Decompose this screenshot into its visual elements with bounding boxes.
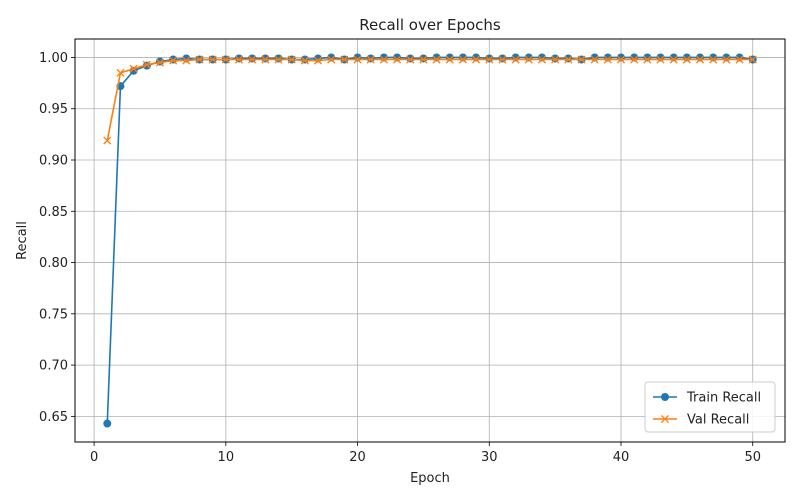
- data-point: [445, 55, 454, 64]
- legend-label: Train Recall: [686, 391, 761, 406]
- data-point: [313, 56, 323, 65]
- data-point: [366, 55, 375, 64]
- plot-frame: [74, 38, 786, 443]
- data-point: [709, 55, 718, 64]
- data-point: [577, 55, 586, 64]
- data-point: [590, 55, 599, 64]
- data-point: [603, 55, 612, 64]
- data-point: [669, 55, 678, 64]
- data-point: [722, 55, 731, 64]
- legend-marker: [660, 414, 670, 424]
- y-tick-label: 0.85: [39, 205, 68, 220]
- x-tick-label: 30: [481, 450, 498, 465]
- legend-marker: [661, 393, 669, 401]
- data-point: [537, 55, 547, 64]
- data-point: [116, 68, 125, 77]
- data-point: [406, 54, 415, 63]
- data-point: [498, 54, 507, 63]
- data-point: [432, 55, 441, 64]
- y-tick-label: 0.70: [39, 359, 68, 374]
- data-point: [419, 55, 428, 64]
- y-tick-label: 1.00: [39, 51, 68, 66]
- data-point: [300, 55, 309, 64]
- data-point: [498, 55, 507, 64]
- data-point: [234, 55, 244, 64]
- data-point: [142, 60, 151, 69]
- x-tick-label: 50: [744, 450, 761, 465]
- data-point: [327, 55, 336, 64]
- x-tick-label: 40: [613, 450, 630, 465]
- data-point: [261, 54, 270, 63]
- x-tick-label: 0: [90, 450, 98, 465]
- legend-label: Val Recall: [687, 413, 749, 428]
- data-point: [406, 55, 415, 64]
- data-point: [103, 419, 112, 428]
- data-point: [551, 54, 560, 63]
- data-point: [458, 55, 467, 64]
- data-point: [248, 54, 257, 63]
- data-point: [630, 55, 639, 64]
- data-point: [656, 55, 665, 64]
- y-tick-label: 0.90: [39, 154, 68, 169]
- data-point: [695, 55, 705, 64]
- series-val-recall: [103, 55, 757, 145]
- data-point: [287, 55, 296, 64]
- x-axis-label: Epoch: [410, 471, 450, 486]
- data-point: [221, 55, 230, 64]
- data-point: [564, 54, 573, 63]
- y-tick-label: 0.80: [39, 256, 68, 271]
- data-point: [524, 55, 533, 64]
- data-point: [682, 55, 691, 64]
- data-point: [485, 55, 494, 64]
- series-line: [106, 58, 753, 141]
- y-axis-label: Recall: [15, 221, 30, 260]
- data-point: [300, 56, 309, 65]
- data-point: [248, 55, 257, 64]
- series-layer: [103, 53, 757, 428]
- data-point: [419, 54, 428, 63]
- data-point: [169, 55, 178, 64]
- data-point: [103, 136, 112, 145]
- legend-item: Val Recall: [653, 413, 749, 428]
- y-tick-label: 0.75: [39, 307, 68, 322]
- data-point: [616, 55, 626, 64]
- data-point: [234, 54, 243, 63]
- data-point: [195, 55, 204, 64]
- legend-item: Train Recall: [653, 391, 761, 406]
- data-point: [182, 56, 191, 65]
- data-point: [274, 55, 283, 64]
- data-point: [155, 58, 165, 67]
- data-point: [643, 55, 652, 64]
- data-point: [169, 56, 178, 65]
- legend-box: [644, 381, 776, 433]
- data-point: [261, 55, 270, 64]
- data-point: [485, 54, 494, 63]
- chart-title: Recall over Epochs: [359, 16, 501, 34]
- data-point: [472, 55, 481, 64]
- data-point: [379, 55, 388, 64]
- legend: Train Recall Val Recall: [644, 381, 776, 433]
- data-point: [564, 55, 573, 64]
- data-point: [551, 55, 560, 64]
- y-tick-label: 0.65: [39, 410, 68, 425]
- data-point: [340, 55, 349, 64]
- data-point: [129, 64, 138, 73]
- ticks-layer: 0 10 20 30 40 50 0.65 0.70 0.75 0.80 0.85 0.90 0.95 1…: [39, 51, 761, 465]
- data-point: [393, 55, 402, 64]
- x-tick-label: 10: [218, 450, 235, 465]
- y-tick-label: 0.95: [39, 102, 68, 117]
- data-point: [748, 55, 757, 64]
- data-point: [274, 54, 283, 63]
- data-point: [208, 55, 217, 64]
- data-point: [735, 55, 744, 64]
- data-point: [353, 55, 362, 64]
- data-point: [511, 55, 520, 64]
- data-point: [366, 54, 375, 63]
- x-tick-label: 20: [349, 450, 366, 465]
